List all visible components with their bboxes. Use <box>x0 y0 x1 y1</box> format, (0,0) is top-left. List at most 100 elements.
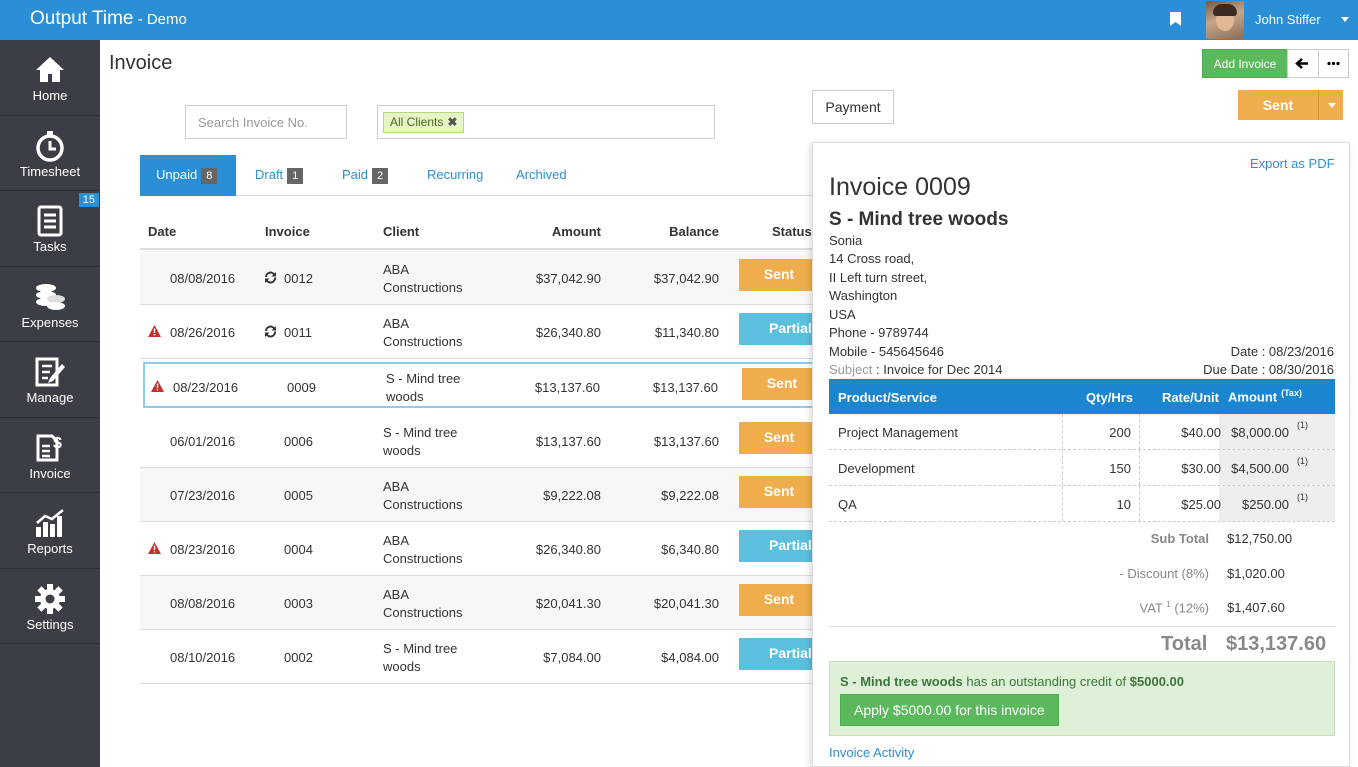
sidebar-item-label: Settings <box>26 616 74 632</box>
sidebar-item-home[interactable]: Home <box>0 40 100 116</box>
column-date[interactable]: Date <box>148 224 177 239</box>
tasks-icon <box>37 205 63 237</box>
table-row[interactable]: 08/08/2016 0012 ABA Constructions $37,042.90… <box>140 251 812 305</box>
status-badge[interactable]: Sent <box>742 368 813 400</box>
status-badge[interactable]: Sent <box>739 422 812 454</box>
sidebar-item-tasks[interactable]: 15 Tasks <box>0 191 100 267</box>
cell-date: 08/23/2016 <box>170 542 236 557</box>
client-filter-tag-label: All Clients <box>390 115 444 129</box>
item-tax: (1) <box>1297 492 1308 502</box>
status-badge[interactable]: Sent <box>739 259 812 291</box>
back-button[interactable] <box>1287 49 1319 78</box>
sidebar-item-label: Timesheet <box>19 163 81 179</box>
cell-amount: $13,137.60 <box>534 380 600 395</box>
subtotal-value: $12,750.00 <box>1227 531 1293 546</box>
cell-client: S - Mind tree woods <box>386 371 461 404</box>
status-badge[interactable]: Partial <box>739 530 812 562</box>
total-label: Total <box>1161 633 1208 655</box>
table-row[interactable]: 08/26/2016 0011 ABA Constructions $26,340.80… <box>140 305 812 359</box>
warning-icon <box>148 542 161 554</box>
item-qty: 150 <box>1109 461 1131 476</box>
item-rate: $30.00 <box>1181 461 1221 476</box>
export-pdf-link[interactable]: Export as PDF <box>1250 156 1335 171</box>
client-filter-tag[interactable]: All Clients ✖ <box>383 112 465 133</box>
edit-icon <box>35 357 65 387</box>
add-invoice-button[interactable]: Add Invoice <box>1202 49 1288 78</box>
sidebar-item-label: Expenses <box>21 314 79 330</box>
cell-balance: $13,137.60 <box>652 380 718 395</box>
invoice-item-row: QA 10 $25.00 $250.00 (1) <box>829 486 1335 522</box>
sidebar-item-settings[interactable]: Settings <box>0 569 100 644</box>
status-badge[interactable]: Sent <box>739 584 812 616</box>
table-row[interactable]: 08/23/2016 0004 ABA Constructions $26,340.80… <box>140 522 812 576</box>
cell-balance: $13,137.60 <box>653 434 719 449</box>
app-title[interactable]: Output Time - Demo <box>30 8 187 30</box>
gear-icon <box>35 583 65 614</box>
cell-invoice[interactable]: 0005 <box>284 488 313 503</box>
user-name[interactable]: John Stiffer <box>1255 12 1321 27</box>
status-badge[interactable]: Partial <box>739 638 812 670</box>
vat-value: $1,407.60 <box>1227 600 1285 615</box>
tab-unpaid[interactable]: Unpaid 8 <box>140 155 236 196</box>
column-client[interactable]: Client <box>383 224 420 239</box>
cell-date: 08/08/2016 <box>170 271 236 286</box>
cell-invoice[interactable]: 0006 <box>284 434 313 449</box>
cell-amount: $37,042.90 <box>535 271 601 286</box>
apply-credit-button[interactable]: Apply $5000.00 for this invoice <box>840 694 1059 726</box>
invoice-icon: $ <box>36 434 62 461</box>
column-invoice[interactable]: Invoice <box>265 224 310 239</box>
avatar[interactable] <box>1206 1 1244 39</box>
close-icon[interactable]: ✖ <box>447 115 458 129</box>
sidebar-item-invoice[interactable]: $ Invoice <box>0 418 100 493</box>
tab-archived[interactable]: Archived <box>516 155 567 196</box>
tab-draft[interactable]: Draft 1 <box>255 155 304 196</box>
payment-button[interactable]: Payment <box>812 90 894 124</box>
recurring-icon <box>265 325 276 338</box>
cell-invoice[interactable]: 0004 <box>284 542 313 557</box>
status-badge[interactable]: Partial <box>739 313 812 345</box>
column-amount[interactable]: Amount <box>551 224 601 239</box>
subject-value: : Invoice for Dec 2014 <box>876 362 1003 377</box>
tab-paid[interactable]: Paid 2 <box>342 155 389 196</box>
table-row[interactable]: 07/23/2016 0005 ABA Constructions $9,222.08 $… <box>140 468 812 522</box>
tab-count: 8 <box>201 168 218 184</box>
cell-amount: $26,340.80 <box>535 325 601 340</box>
sidebar-item-reports[interactable]: Reports <box>0 493 100 569</box>
table-row[interactable]: 06/01/2016 0006 S - Mind tree woods $13,137.… <box>140 414 812 468</box>
arrow-left-icon <box>1295 58 1308 69</box>
column-balance[interactable]: Balance <box>669 224 719 239</box>
table-row[interactable]: 08/23/2016 0009 S - Mind tree woods $13,137.… <box>143 362 815 408</box>
bookmark-icon[interactable] <box>1170 12 1181 26</box>
cell-balance: $11,340.80 <box>654 325 719 340</box>
tab-recurring[interactable]: Recurring <box>427 155 483 196</box>
credit-notice: S - Mind tree woods has an outstanding c… <box>829 661 1335 736</box>
sent-status-button[interactable]: Sent <box>1238 90 1318 120</box>
more-options-button[interactable] <box>1318 49 1349 78</box>
cell-invoice[interactable]: 0012 <box>284 271 313 286</box>
client-filter[interactable]: All Clients ✖ <box>377 105 715 139</box>
column-status[interactable]: Status <box>772 224 812 239</box>
status-badge[interactable]: Sent <box>739 476 812 508</box>
home-icon <box>36 57 64 82</box>
item-name: QA <box>838 497 857 512</box>
sidebar-item-expenses[interactable]: Expenses <box>0 267 100 342</box>
cell-invoice[interactable]: 0011 <box>284 325 312 340</box>
tab-label: Unpaid <box>156 167 198 182</box>
cell-invoice[interactable]: 0003 <box>284 596 313 611</box>
item-amount: $8,000.00 <box>1231 425 1289 440</box>
sent-status-dropdown[interactable] <box>1318 90 1343 120</box>
item-qty: 10 <box>1116 497 1131 512</box>
cell-invoice[interactable]: 0002 <box>284 650 313 665</box>
item-name: Development <box>838 461 915 476</box>
sidebar-item-timesheet[interactable]: Timesheet <box>0 116 100 191</box>
invoice-title: Invoice 0009 <box>829 173 971 201</box>
chevron-down-icon[interactable] <box>1341 17 1349 22</box>
sidebar-item-manage[interactable]: Manage <box>0 342 100 418</box>
search-input[interactable] <box>185 105 347 139</box>
cell-invoice[interactable]: 0009 <box>287 380 316 395</box>
cell-amount: $20,041.30 <box>535 596 601 611</box>
table-row[interactable]: 08/08/2016 0003 ABA Constructions $20,041.30… <box>140 576 812 630</box>
invoice-activity-link[interactable]: Invoice Activity <box>829 745 915 760</box>
cell-client: ABA Constructions <box>383 262 463 295</box>
table-row[interactable]: 08/10/2016 0002 S - Mind tree woods $7,084.0… <box>140 630 812 684</box>
